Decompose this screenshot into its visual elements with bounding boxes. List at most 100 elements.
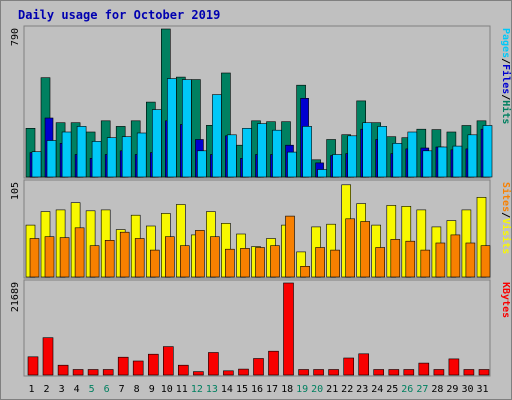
legend-item: Pages (500, 28, 511, 58)
x-tick-label: 18 (281, 384, 293, 395)
x-tick-label: 13 (206, 384, 218, 395)
bar-pages-day-31 (482, 125, 493, 178)
bar-kbytes-day-12 (193, 371, 204, 376)
bar-kbytes-day-28 (433, 369, 445, 376)
bar-pages-day-29 (452, 145, 463, 178)
bar-kbytes-day-25 (388, 369, 400, 376)
x-tick-label: 27 (416, 384, 428, 395)
bar-pages-day-24 (377, 126, 388, 178)
x-tick-label: 15 (236, 384, 248, 395)
x-tick-label: 30 (461, 384, 473, 395)
bar-sites-day-31 (480, 245, 491, 278)
x-tick-label: 24 (371, 384, 383, 395)
x-tick-label: 10 (161, 384, 173, 395)
bar-kbytes-day-9 (148, 353, 159, 376)
bar-kbytes-day-31 (478, 369, 490, 376)
bar-pages-day-4 (76, 126, 87, 178)
series-sites (29, 215, 491, 278)
bar-sites-day-26 (405, 240, 416, 278)
bar-sites-day-21 (330, 249, 340, 278)
bar-pages-day-21 (332, 154, 342, 178)
x-tick-label: 26 (401, 384, 413, 395)
bar-sites-day-7 (119, 231, 130, 278)
bar-sites-day-13 (210, 236, 220, 278)
legend-item: / (500, 212, 511, 218)
x-tick-label: 22 (341, 384, 353, 395)
bar-pages-day-20 (317, 169, 327, 178)
legend-item: KBytes (500, 282, 511, 318)
x-tick-label: 14 (221, 384, 233, 395)
bar-pages-day-12 (197, 150, 207, 178)
bar-kbytes-day-19 (298, 369, 309, 376)
bar-pages-day-28 (437, 146, 448, 178)
legend-item: Sites (500, 182, 512, 212)
bar-sites-day-9 (150, 249, 160, 278)
bar-pages-day-2 (46, 140, 57, 178)
bar-pages-day-23 (362, 122, 373, 178)
bar-kbytes-day-18 (283, 282, 294, 376)
x-tick-label: 20 (311, 384, 323, 395)
bar-sites-day-20 (315, 247, 325, 278)
bar-kbytes-day-11 (178, 364, 189, 376)
bar-kbytes-day-26 (403, 369, 415, 376)
bar-kbytes-day-16 (253, 358, 264, 376)
x-tick-label: 12 (191, 384, 203, 395)
panel-hits-legend: Pages/Files/Hits (500, 28, 512, 124)
legend-item: / (500, 94, 511, 100)
bar-sites-day-15 (240, 248, 250, 278)
x-tick-label: 4 (74, 384, 80, 395)
bar-kbytes-day-27 (418, 362, 430, 376)
bar-sites-day-8 (134, 238, 145, 278)
legend-item: / (500, 58, 511, 64)
bar-sites-day-6 (104, 240, 115, 278)
bar-pages-day-22 (347, 135, 358, 178)
bar-sites-day-30 (465, 242, 476, 278)
bar-sites-day-5 (89, 245, 100, 278)
bar-kbytes-day-24 (373, 369, 385, 376)
legend-item: Visits (500, 218, 512, 254)
bar-pages-day-19 (302, 126, 312, 178)
bar-sites-day-2 (44, 236, 55, 278)
bar-kbytes-day-30 (463, 369, 475, 376)
bar-pages-day-18 (287, 151, 297, 178)
bar-sites-day-18 (285, 215, 295, 278)
panel-kbytes-max-label: 21689 (10, 282, 21, 312)
bar-sites-day-23 (360, 221, 371, 278)
panel-kbytes: 21689 KBytes (10, 279, 511, 377)
x-tick-label: 2 (43, 384, 49, 395)
bar-sites-day-17 (270, 245, 280, 278)
bar-sites-day-3 (59, 237, 70, 278)
x-tick-label: 5 (89, 384, 95, 395)
panel-visits-max-label: 105 (10, 182, 21, 200)
bar-kbytes-day-7 (117, 356, 129, 376)
x-tick-label: 21 (326, 384, 338, 395)
bar-sites-day-29 (450, 234, 461, 278)
bar-pages-day-10 (167, 78, 177, 178)
bar-pages-day-25 (392, 143, 403, 178)
panel-hits-max-label: 790 (10, 28, 21, 46)
bar-sites-day-19 (300, 265, 310, 278)
bar-pages-day-30 (467, 134, 478, 178)
x-tick-label: 1 (28, 384, 34, 395)
legend-item: Files (500, 64, 512, 94)
x-tick-label: 29 (446, 384, 458, 395)
bar-kbytes-day-3 (57, 364, 69, 376)
bar-kbytes-day-13 (208, 352, 219, 376)
bar-sites-day-1 (29, 238, 40, 278)
chart-title: Daily usage for October 2019 (18, 8, 220, 22)
x-tick-label: 16 (251, 384, 263, 395)
x-tick-label: 8 (134, 384, 140, 395)
bar-pages-day-9 (152, 109, 162, 178)
panel-visits: 105 Sites/Visits (10, 179, 512, 279)
bar-kbytes-day-6 (102, 369, 114, 376)
bar-pages-day-6 (106, 137, 117, 178)
bar-kbytes-day-22 (343, 357, 355, 376)
bar-kbytes-day-8 (132, 360, 144, 376)
x-tick-label: 7 (119, 384, 125, 395)
series-kbytes (27, 282, 490, 376)
bar-sites-day-27 (420, 249, 431, 278)
bar-pages-day-13 (212, 94, 222, 178)
bar-kbytes-day-2 (42, 337, 54, 376)
